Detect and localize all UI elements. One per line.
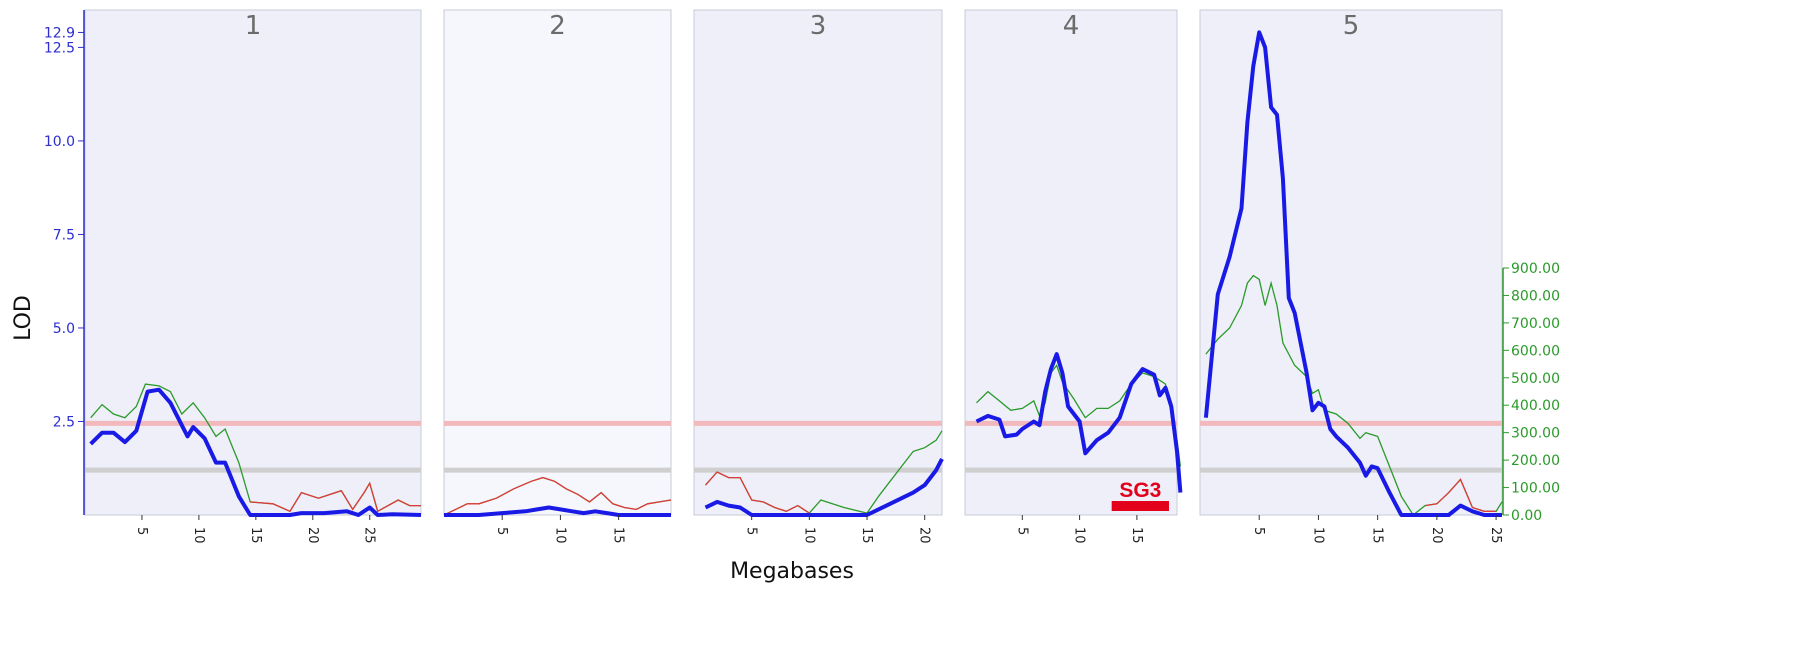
lod-score-line [444,505,671,517]
y2-tick-label: 100.00 [1511,481,1560,497]
x-tick-label: 20 [1429,527,1444,544]
y2-tick-label: 400.00 [1511,398,1560,414]
secondary-effect-line [443,476,672,516]
lod-score-line [1203,30,1502,517]
x-tick-label: 5 [134,527,149,535]
chromosome-panel-1 [84,9,422,516]
y2-tick-label: 600.00 [1511,343,1560,359]
chromosome-label: 3 [810,11,827,41]
chromosome-panel-4 [964,9,1178,516]
x-tick-label: 5 [1251,527,1266,535]
x-tick-label: 20 [917,527,932,544]
x-tick-label: 5 [494,527,509,535]
y2-tick-label: 500.00 [1511,371,1560,387]
x-tick-label: 10 [801,527,816,544]
sg3-interval-bar [1111,501,1169,511]
chromosome-panel-2 [443,9,672,516]
y2-tick-label: 0.00 [1511,508,1542,524]
chromosome-label: 4 [1063,11,1080,41]
lod-score-line [89,387,422,517]
x-tick-label: 25 [1488,527,1503,544]
x-tick-label: 15 [859,527,874,544]
curves [89,30,1503,517]
y-tick-label: 7.5 [53,227,75,243]
y2-tick-label: 200.00 [1511,453,1560,469]
sg3-label: SG3 [1119,479,1161,502]
y-tick-label: 12.5 [44,40,75,56]
annotations: SG3 [1111,479,1169,511]
x-tick-label: 10 [1072,527,1087,544]
x-tick-label: 15 [248,527,263,544]
y-tick-label: 12.9 [44,25,75,41]
chromosome-label: 2 [549,11,566,41]
x-tick-label: 5 [1014,527,1029,535]
x-tick-label: 10 [552,527,567,544]
y2-tick-label: 700.00 [1511,316,1560,332]
chromosome-panel-3 [693,9,943,516]
chromosome-panel-5 [1199,9,1503,516]
y-tick-label: 5.0 [53,321,75,337]
x-tick-label: 10 [1310,527,1325,544]
x-tick-label: 15 [1129,527,1144,544]
secondary-effect-line [1424,478,1497,512]
x-axis-title: Megabases [730,559,854,584]
x-tick-label: 25 [362,527,377,544]
axes: 5 10 15 20 25 5 10 15 5 10 15 20 5 10 15 5 10 15 20 252.55.… [44,10,1560,544]
y-tick-label: 10.0 [44,134,75,150]
chromosome-label: 5 [1343,11,1360,41]
chromosome-label: 1 [245,11,262,41]
x-tick-label: 15 [1370,527,1385,544]
additive-effect-line [976,364,1182,467]
lod-score-line [704,457,944,517]
secondary-effect-line [250,481,421,513]
x-tick-label: 5 [744,527,759,535]
x-tick-label: 15 [611,527,626,544]
y-axis-title: LOD [11,295,36,341]
x-tick-label: 10 [191,527,206,544]
y2-tick-label: 300.00 [1511,426,1560,442]
y2-tick-label: 800.00 [1511,288,1560,304]
y-tick-label: 2.5 [53,414,75,430]
y2-tick-label: 900.00 [1511,261,1560,277]
x-tick-label: 20 [305,527,320,544]
lod-score-line [975,352,1183,493]
chromosome-panels: 1 2 3 4 5 [84,9,1503,516]
secondary-effect-line [705,471,810,514]
